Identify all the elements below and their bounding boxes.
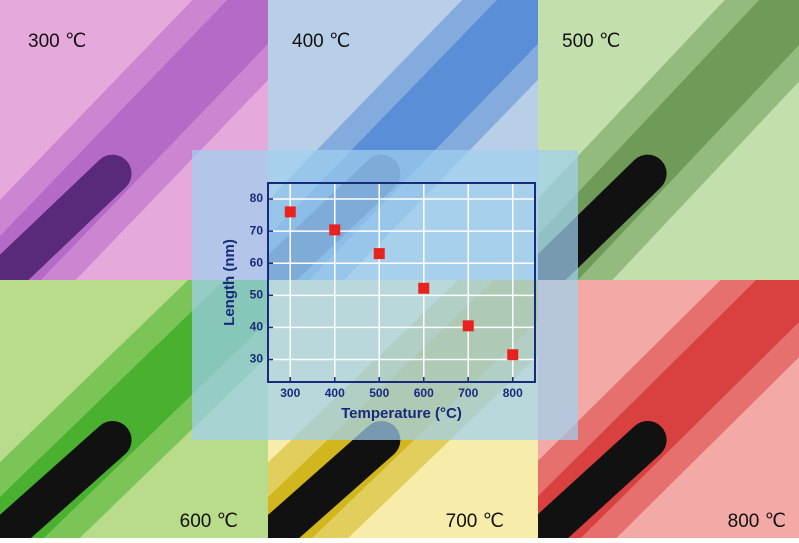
panel-label: 800 ℃ (728, 511, 786, 532)
x-tick-label: 600 (414, 386, 434, 400)
x-tick-label: 500 (369, 386, 389, 400)
y-tick-label: 60 (250, 255, 264, 269)
x-tick-label: 800 (503, 386, 523, 400)
page: {"panels": [{"label": "300 ℃"}, {"label"… (0, 0, 799, 538)
panel-label: 300 ℃ (28, 31, 86, 52)
panel-label: 600 ℃ (180, 511, 238, 532)
data-point (463, 320, 474, 331)
data-point (374, 248, 385, 259)
y-tick-label: 40 (250, 320, 264, 334)
x-tick-label: 700 (458, 386, 478, 400)
y-tick-label: 80 (250, 191, 264, 205)
y-tick-label: 50 (250, 288, 264, 302)
panel-label: 400 ℃ (292, 31, 350, 52)
panel-label: 700 ℃ (446, 511, 504, 532)
data-point (507, 349, 518, 360)
x-tick-label: 400 (325, 386, 345, 400)
data-point (418, 283, 429, 294)
data-point (285, 206, 296, 217)
x-axis-title: Temperature (°C) (341, 405, 462, 422)
figure: 300 ℃ 400 ℃ 500 ℃ 600 ℃ 700 ℃ 800 ℃ 30 40 50 60 7… (0, 0, 799, 538)
y-axis-title: Length (nm) (221, 239, 238, 326)
data-point (329, 224, 340, 235)
panel-label: 500 ℃ (562, 31, 620, 52)
y-tick-label: 30 (250, 352, 264, 366)
x-tick-label: 300 (280, 386, 300, 400)
y-tick-label: 70 (250, 223, 264, 237)
